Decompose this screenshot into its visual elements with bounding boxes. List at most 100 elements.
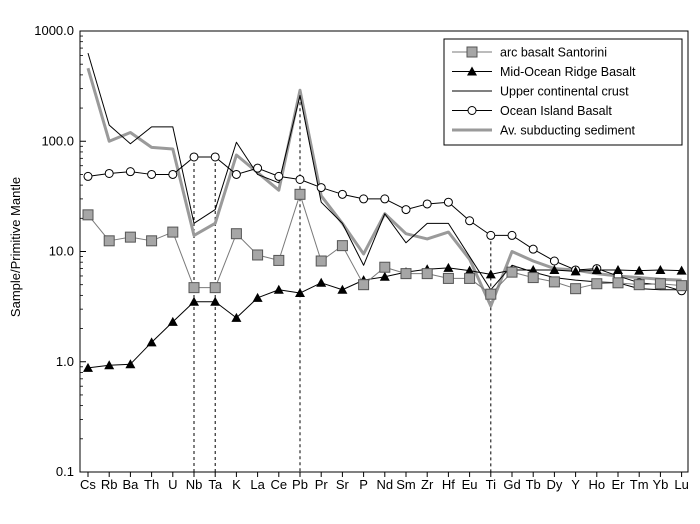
point-mid-ocean-ridge-basalt-y — [570, 266, 581, 276]
point-ocean-island-basalt-ce — [274, 171, 284, 181]
x-tick-label-zr: Zr — [421, 477, 434, 492]
x-tick-label-y: Y — [571, 477, 580, 492]
point-mid-ocean-ridge-basalt-cs — [83, 362, 93, 372]
x-tick-label-sm: Sm — [396, 477, 416, 492]
x-tick-label-er: Er — [612, 477, 626, 492]
x-tick-label-eu: Eu — [462, 477, 478, 492]
point-arc-basalt-santorini-sr — [336, 240, 348, 252]
point-mid-ocean-ridge-basalt-pr — [316, 277, 327, 287]
point-arc-basalt-santorini-dy — [548, 276, 560, 288]
legend-marker-mid-ocean-ridge-basalt — [467, 66, 477, 76]
point-arc-basalt-santorini-pb — [294, 188, 306, 200]
point-mid-ocean-ridge-basalt-nb — [189, 296, 199, 306]
x-tick-label-la: La — [250, 477, 265, 492]
point-mid-ocean-ridge-basalt-ti — [485, 269, 496, 279]
point-arc-basalt-santorini-tm — [633, 279, 645, 291]
point-arc-basalt-santorini-ti — [485, 288, 497, 300]
point-arc-basalt-santorini-eu — [464, 272, 476, 284]
point-arc-basalt-santorini-la — [252, 249, 264, 261]
legend-label-mid-ocean-ridge-basalt: Mid-Ocean Ridge Basalt — [500, 65, 636, 79]
point-ocean-island-basalt-u — [168, 169, 178, 179]
point-mid-ocean-ridge-basalt-tb — [528, 264, 539, 274]
point-ocean-island-basalt-eu — [465, 216, 475, 226]
point-mid-ocean-ridge-basalt-th — [146, 337, 157, 347]
legend-label-av-subducting-sediment: Av. subducting sediment — [500, 124, 636, 138]
point-mid-ocean-ridge-basalt-rb — [104, 360, 115, 370]
point-ocean-island-basalt-pb — [295, 174, 305, 184]
point-ocean-island-basalt-zr — [422, 199, 432, 209]
point-ocean-island-basalt-nd — [380, 194, 390, 204]
legend-label-arc-basalt-santorini: arc basalt Santorini — [500, 46, 607, 60]
point-mid-ocean-ridge-basalt-ba — [125, 359, 136, 369]
point-ocean-island-basalt-pr — [316, 183, 326, 193]
point-ocean-island-basalt-tb — [528, 244, 538, 254]
x-tick-label-lu: Lu — [674, 477, 688, 492]
x-tick-label-ce: Ce — [270, 477, 287, 492]
x-tick-label-hf: Hf — [442, 477, 455, 492]
x-tick-label-k: K — [232, 477, 241, 492]
point-arc-basalt-santorini-nb — [188, 282, 200, 294]
x-tick-label-nd: Nd — [376, 477, 393, 492]
point-mid-ocean-ridge-basalt-eu — [464, 265, 475, 275]
point-arc-basalt-santorini-th — [146, 235, 158, 247]
point-ocean-island-basalt-rb — [104, 168, 114, 178]
point-ocean-island-basalt-ta — [210, 152, 220, 162]
point-ocean-island-basalt-sm — [401, 205, 411, 215]
x-tick-label-rb: Rb — [101, 477, 118, 492]
point-arc-basalt-santorini-lu — [676, 280, 688, 292]
point-arc-basalt-santorini-cs — [82, 209, 94, 221]
point-arc-basalt-santorini-rb — [103, 235, 115, 247]
legend-label-upper-continental-crust: Upper continental crust — [500, 85, 629, 99]
x-tick-label-tb: Tb — [526, 477, 541, 492]
point-mid-ocean-ridge-basalt-hf — [443, 262, 454, 272]
point-mid-ocean-ridge-basalt-er — [613, 264, 623, 274]
y-tick-label: 1000.0 — [34, 23, 74, 38]
point-arc-basalt-santorini-gd — [506, 266, 518, 278]
point-ocean-island-basalt-gd — [507, 230, 517, 240]
point-ocean-island-basalt-hf — [443, 197, 453, 207]
point-mid-ocean-ridge-basalt-u — [167, 316, 178, 326]
point-ocean-island-basalt-th — [147, 169, 157, 179]
point-arc-basalt-santorini-pr — [315, 255, 327, 267]
x-tick-label-th: Th — [144, 477, 159, 492]
point-ocean-island-basalt-dy — [549, 256, 559, 266]
point-arc-basalt-santorini-sm — [400, 268, 412, 280]
legend-marker-ocean-island-basalt — [467, 106, 477, 115]
x-tick-label-p: P — [359, 477, 368, 492]
x-tick-label-gd: Gd — [503, 477, 520, 492]
point-mid-ocean-ridge-basalt-tm — [634, 265, 645, 275]
point-arc-basalt-santorini-y — [570, 283, 582, 295]
point-mid-ocean-ridge-basalt-nd — [379, 271, 390, 281]
x-tick-label-pb: Pb — [292, 477, 308, 492]
point-ocean-island-basalt-cs — [83, 171, 93, 181]
point-mid-ocean-ridge-basalt-yb — [655, 264, 666, 274]
x-tick-label-nb: Nb — [186, 477, 203, 492]
legend-marker-arc-basalt-santorini — [466, 46, 478, 58]
point-mid-ocean-ridge-basalt-lu — [676, 265, 687, 275]
legend: arc basalt Santorini Mid-Ocean Ridge Basa… — [443, 38, 683, 146]
point-arc-basalt-santorini-hf — [442, 272, 454, 284]
x-tick-label-cs: Cs — [80, 477, 96, 492]
point-mid-ocean-ridge-basalt-k — [231, 312, 242, 322]
x-tick-label-ti: Ti — [486, 477, 496, 492]
series-line-upper-continental-crust — [87, 52, 682, 291]
point-mid-ocean-ridge-basalt-pb — [295, 288, 305, 298]
y-tick-label: 10.0 — [49, 244, 74, 259]
x-tick-label-ho: Ho — [588, 477, 605, 492]
point-arc-basalt-santorini-k — [230, 228, 242, 240]
point-ocean-island-basalt-p — [359, 194, 369, 204]
legend-box — [443, 38, 683, 146]
point-arc-basalt-santorini-p — [358, 279, 370, 291]
point-ocean-island-basalt-ti — [486, 230, 496, 240]
point-arc-basalt-santorini-tb — [527, 272, 539, 284]
point-ocean-island-basalt-nb — [189, 152, 199, 162]
point-mid-ocean-ridge-basalt-dy — [549, 264, 560, 274]
point-arc-basalt-santorini-er — [612, 277, 624, 289]
x-tick-label-ba: Ba — [122, 477, 139, 492]
x-tick-label-yb: Yb — [652, 477, 668, 492]
point-arc-basalt-santorini-ba — [124, 231, 136, 243]
point-arc-basalt-santorini-ho — [591, 278, 603, 290]
x-tick-label-ta: Ta — [208, 477, 223, 492]
point-arc-basalt-santorini-zr — [421, 268, 433, 280]
